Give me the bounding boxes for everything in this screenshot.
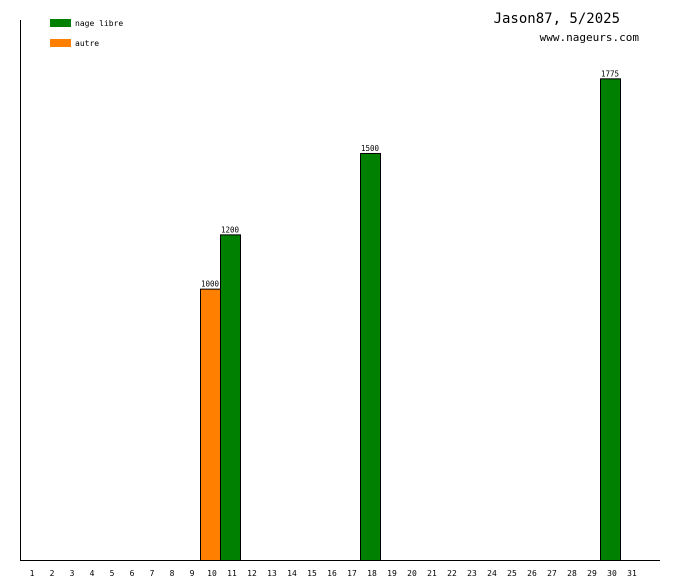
x-tick-label: 13 bbox=[267, 569, 277, 578]
x-tick-label: 5 bbox=[110, 569, 115, 578]
chart-title: Jason87, 5/2025 bbox=[494, 11, 620, 27]
bar-value-label: 1200 bbox=[221, 225, 240, 234]
x-tick-label: 22 bbox=[447, 569, 457, 578]
x-tick-label: 1 bbox=[30, 569, 35, 578]
legend-swatch-autre bbox=[50, 39, 71, 47]
x-tick-label: 7 bbox=[150, 569, 155, 578]
bar-value-label: 1775 bbox=[601, 69, 619, 78]
x-tick-label: 4 bbox=[90, 569, 95, 578]
x-tick-label: 10 bbox=[207, 569, 217, 578]
x-tick-label: 28 bbox=[567, 569, 577, 578]
legend-swatch-nage-libre bbox=[50, 19, 71, 27]
x-tick-label: 24 bbox=[487, 569, 497, 578]
bar-nage-libre-day-18 bbox=[360, 152, 381, 562]
x-tick-label: 2 bbox=[50, 569, 55, 578]
x-tick-label: 26 bbox=[527, 569, 537, 578]
x-tick-label: 23 bbox=[467, 569, 477, 578]
x-tick-label: 15 bbox=[307, 569, 317, 578]
x-tick-label: 3 bbox=[70, 569, 75, 578]
legend-label: nage libre bbox=[75, 19, 123, 28]
legend-label: autre bbox=[75, 39, 99, 48]
x-tick-label: 8 bbox=[170, 569, 175, 578]
x-tick-label: 25 bbox=[507, 569, 517, 578]
x-tick-label: 29 bbox=[587, 569, 597, 578]
bar-nage-libre-day-30 bbox=[600, 78, 621, 561]
x-tick-label: 9 bbox=[190, 569, 195, 578]
x-tick-label: 17 bbox=[347, 569, 357, 578]
x-tick-label: 16 bbox=[327, 569, 337, 578]
x-tick-label: 21 bbox=[427, 569, 437, 578]
bar-value-label: 1000 bbox=[201, 280, 220, 289]
bar-autre-day-10 bbox=[200, 288, 221, 561]
x-tick-label: 12 bbox=[247, 569, 257, 578]
x-tick-label: 19 bbox=[387, 569, 397, 578]
bar-nage-libre-day-11 bbox=[220, 234, 241, 561]
bar-value-label: 1500 bbox=[361, 144, 380, 153]
x-tick-label: 30 bbox=[607, 569, 617, 578]
x-tick-label: 20 bbox=[407, 569, 417, 578]
chart-subtitle: www.nageurs.com bbox=[540, 31, 640, 44]
x-tick-label: 14 bbox=[287, 569, 297, 578]
x-tick-label: 11 bbox=[227, 569, 237, 578]
x-tick-label: 6 bbox=[130, 569, 135, 578]
x-tick-label: 27 bbox=[547, 569, 557, 578]
x-tick-label: 18 bbox=[367, 569, 377, 578]
x-tick-label: 31 bbox=[627, 569, 637, 578]
